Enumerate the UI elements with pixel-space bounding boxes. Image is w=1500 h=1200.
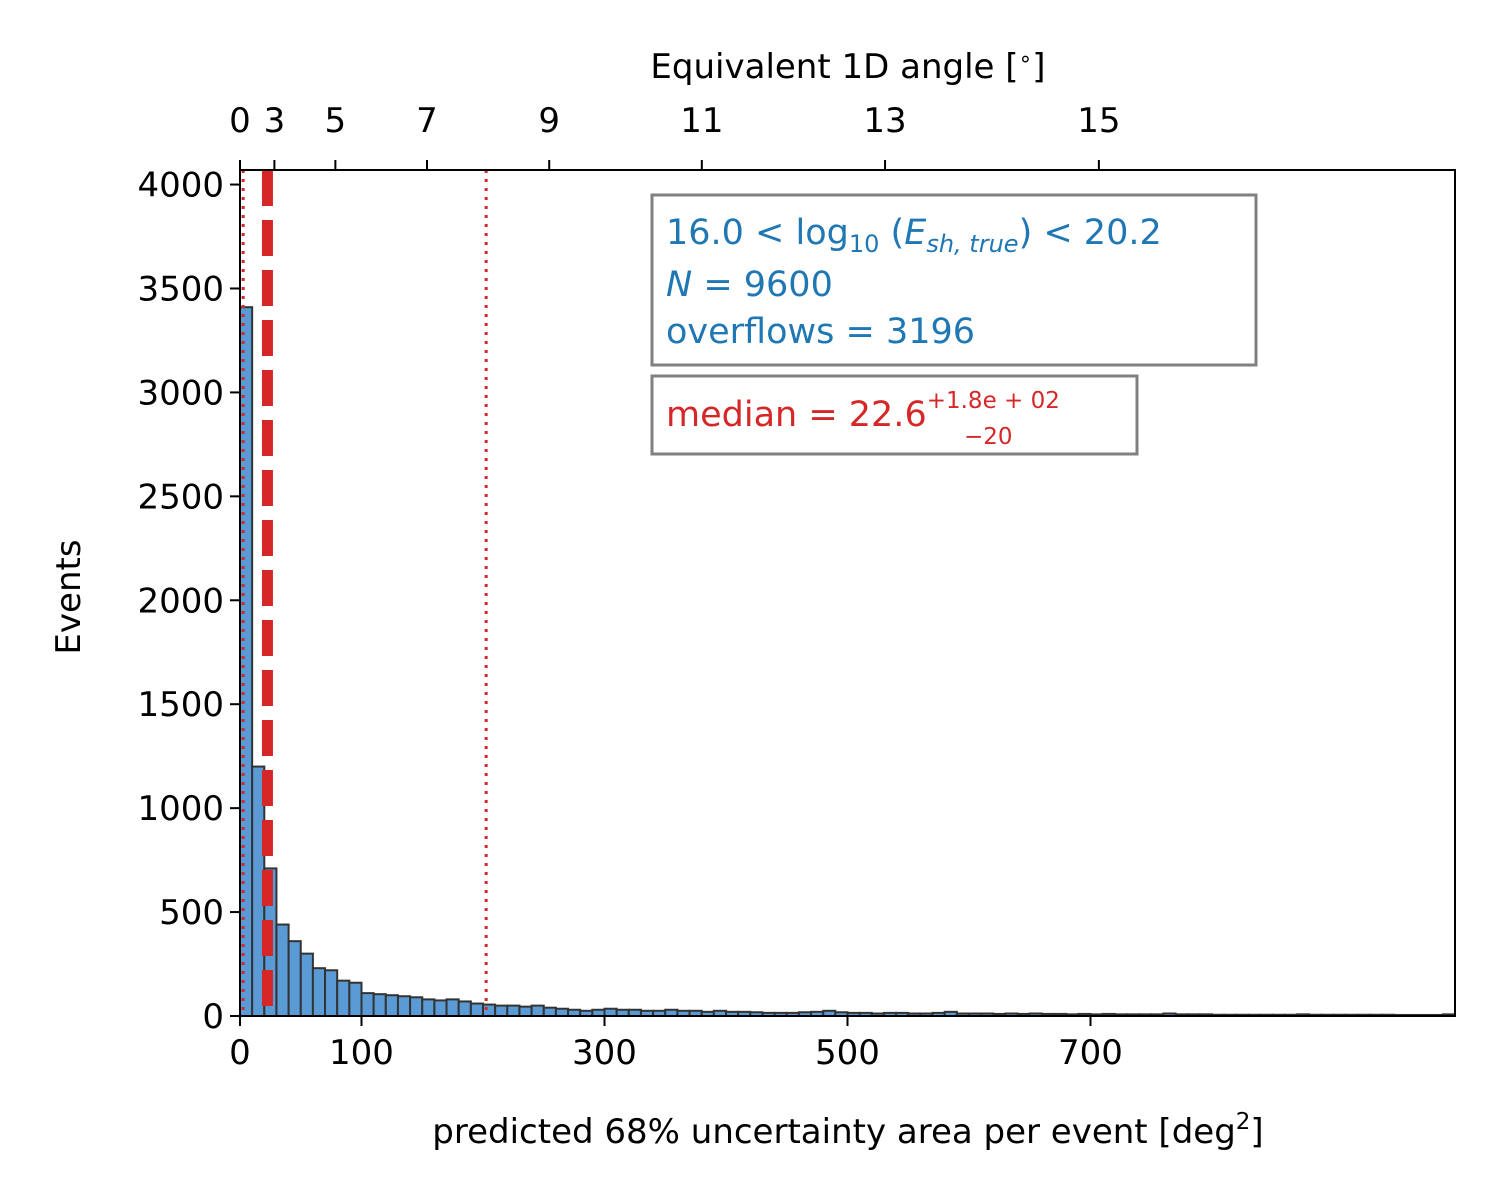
histogram-bar [409,996,424,1017]
histogram-bar [445,998,460,1018]
histogram-bar [494,1004,509,1017]
histogram-bar [469,1002,485,1018]
y-tick-label: 3500 [137,269,224,309]
histogram-bar [530,1004,545,1017]
histogram-bar [421,998,436,1018]
histogram-bar [506,1004,521,1017]
x-tick-label: 0 [229,1033,251,1073]
histogram-bar [299,952,314,1018]
y-tick-label: 1500 [137,685,224,725]
top-tick-label: 9 [538,101,560,141]
info-box: 16.0 < log10 (Esh, true) < 20.2 N = 9600… [650,193,1258,367]
x-tick-label: 700 [1058,1033,1123,1073]
y-axis-ticks: 0 500 1000 1500 2000 2500 3000 3500 4000 [137,166,240,1037]
y-tick-label: 4000 [137,166,224,206]
top-axis-label: Equivalent 1D angle [∘] [650,47,1045,87]
median-box: median = 22.6+1.8e + 02 −20 [650,374,1139,456]
y-axis-label: Events [49,539,89,654]
histogram-bar [603,1007,618,1017]
median-lines [241,170,488,1016]
histogram-bar [287,940,302,1018]
y-tick-label: 2500 [137,477,224,517]
top-tick-label: 13 [863,101,906,141]
top-tick-label: 7 [416,101,438,141]
overflows-text: overflows = 3196 [666,312,975,352]
y-tick-label: 500 [159,893,224,933]
histogram-bar [433,999,448,1018]
y-tick-label: 1000 [137,789,224,829]
energy-range-text: 16.0 < log10 (Esh, true) < 20.2 [666,213,1162,258]
histogram-bar [384,994,399,1017]
histogram-bar [311,967,327,1018]
x-axis-ticks: 0 100 300 500 700 [229,1016,1123,1073]
top-tick-label: 0 [229,101,251,141]
top-tick-label: 11 [680,101,723,141]
top-axis-ticks: 0 3 5 7 9 11 13 15 [229,101,1121,170]
y-tick-label: 3000 [137,373,224,413]
y-tick-label: 2000 [137,581,224,621]
top-tick-label: 5 [325,101,347,141]
histogram-bar [348,981,363,1017]
median-text: median = 22.6+1.8e + 02 −20 [666,388,1060,450]
top-tick-label: 3 [264,101,286,141]
histogram-bar [360,992,375,1017]
y-tick-label: 0 [202,997,224,1037]
x-tick-label: 100 [329,1033,394,1073]
histogram-bar [372,993,387,1017]
histogram-bar [396,995,412,1017]
top-tick-label: 15 [1077,101,1120,141]
histogram-bar [275,923,290,1017]
histogram-bar [457,1000,472,1018]
histogram-bar [324,969,339,1017]
histogram-bar [336,979,351,1017]
x-tick-label: 500 [815,1033,880,1073]
histogram-bar [482,1003,497,1017]
histogram-bar [518,1005,533,1017]
x-axis-label: predicted 68% uncertainty area per event… [432,1109,1263,1152]
histogram-bar [554,1007,570,1017]
x-tick-label: 300 [572,1033,637,1073]
histogram-bar [542,1006,557,1017]
event-count-text: N = 9600 [666,265,833,305]
